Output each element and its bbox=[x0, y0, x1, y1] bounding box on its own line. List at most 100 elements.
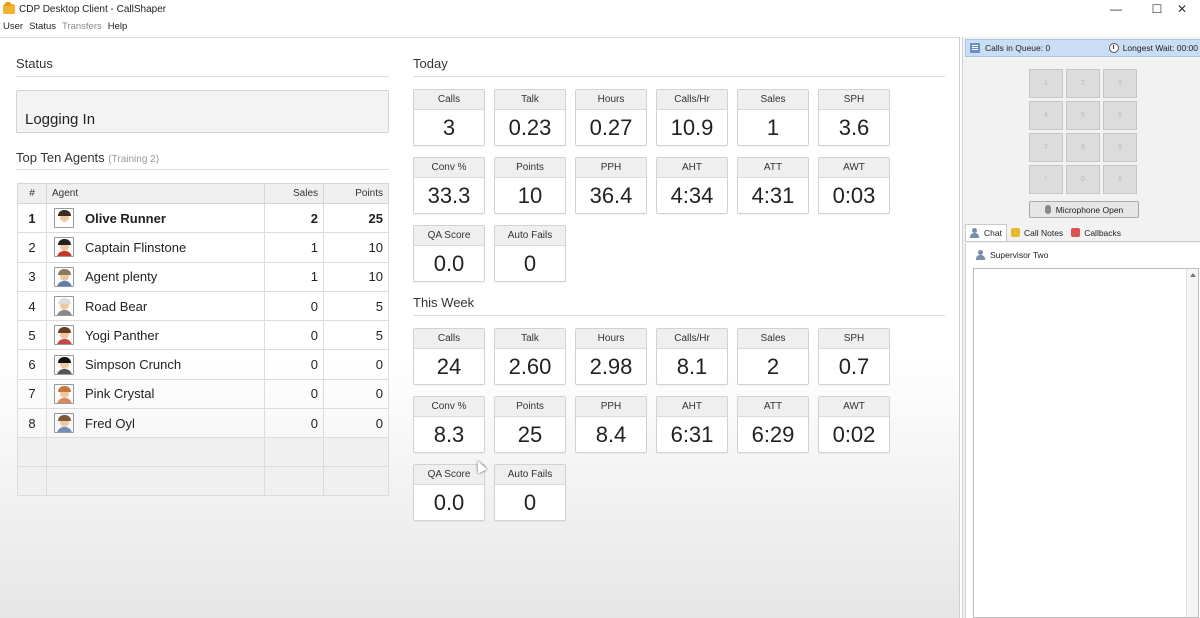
keypad-key[interactable]: 3 bbox=[1103, 69, 1137, 98]
agent-name: Captain Flinstone bbox=[85, 239, 187, 255]
stat-value: 4:31 bbox=[751, 183, 795, 208]
week-stat-aht: AHT 6:31 bbox=[656, 396, 728, 453]
stat-label: Auto Fails bbox=[495, 226, 565, 246]
agent-name: Road Bear bbox=[85, 298, 148, 314]
stat-label: AHT bbox=[657, 397, 727, 417]
today-stat-hours: Hours 0.27 bbox=[575, 89, 647, 146]
table-row[interactable]: 6 Simpson Crunch 0 0 bbox=[17, 349, 389, 380]
today-stat-calls-hr: Calls/Hr 10.9 bbox=[656, 89, 728, 146]
keypad-key[interactable]: 8 bbox=[1066, 133, 1100, 162]
column-sales: Sales bbox=[264, 183, 324, 204]
keypad-key[interactable]: 2 bbox=[1066, 69, 1100, 98]
agent-name: Simpson Crunch bbox=[85, 357, 182, 373]
status-value: Logging In bbox=[25, 111, 96, 128]
keypad-key[interactable]: * bbox=[1029, 165, 1063, 194]
stat-value: 0:03 bbox=[832, 183, 876, 208]
today-stat-awt: AWT 0:03 bbox=[818, 157, 890, 214]
menu-status[interactable]: Status bbox=[29, 20, 56, 32]
menu-help[interactable]: Help bbox=[107, 20, 128, 32]
chat-scrollbar[interactable] bbox=[1186, 269, 1198, 617]
week-stat-pph: PPH 8.4 bbox=[575, 396, 647, 453]
table-row[interactable]: 8 Fred Oyl 0 0 bbox=[17, 408, 389, 439]
stat-value: 6:29 bbox=[751, 422, 795, 447]
agent-points: 10 bbox=[323, 261, 389, 292]
today-stat-att: ATT 4:31 bbox=[737, 157, 809, 214]
keypad-key[interactable]: 1 bbox=[1029, 69, 1063, 98]
app-folder-icon bbox=[3, 2, 15, 14]
agent-name: Yogi Panther bbox=[85, 327, 159, 343]
minimize-button[interactable]: — bbox=[1110, 2, 1122, 16]
clock-icon bbox=[1108, 43, 1119, 53]
agent-cell: Yogi Panther bbox=[46, 320, 265, 351]
table-row[interactable]: 4 Road Bear 0 5 bbox=[17, 290, 389, 322]
stat-value: 0.23 bbox=[508, 115, 552, 140]
status-box: Logging In bbox=[16, 90, 389, 133]
close-button[interactable]: ✕ bbox=[1176, 2, 1188, 16]
stat-value: 25 bbox=[517, 422, 543, 447]
keypad-key[interactable]: 5 bbox=[1066, 101, 1100, 130]
stat-label: Calls bbox=[414, 90, 484, 110]
table-row[interactable]: 2 Captain Flinstone 1 10 bbox=[17, 232, 389, 263]
microphone-icon bbox=[1044, 205, 1051, 214]
keypad-key[interactable]: 0 bbox=[1066, 165, 1100, 194]
week-stat-auto-fails: Auto Fails 0 bbox=[494, 464, 566, 521]
agent-avatar-icon bbox=[54, 208, 74, 229]
tab-call-notes[interactable]: Call Notes bbox=[1007, 224, 1067, 241]
scroll-up-arrow-icon[interactable] bbox=[1190, 273, 1196, 277]
agent-rank: 3 bbox=[17, 261, 47, 292]
microphone-open-button[interactable]: Microphone Open bbox=[1029, 201, 1139, 218]
agent-points: 5 bbox=[323, 290, 389, 322]
stat-label: Sales bbox=[738, 329, 808, 349]
agent-cell: Olive Runner bbox=[46, 202, 265, 234]
stat-value: 0 bbox=[523, 251, 537, 276]
today-stat-talk: Talk 0.23 bbox=[494, 89, 566, 146]
table-row[interactable]: 5 Yogi Panther 0 5 bbox=[17, 320, 389, 351]
stat-label: Calls bbox=[414, 329, 484, 349]
week-stat-talk: Talk 2.60 bbox=[494, 328, 566, 385]
table-row[interactable]: 1 Olive Runner 2 25 bbox=[17, 202, 389, 234]
stat-value: 4:34 bbox=[670, 183, 714, 208]
keypad-key[interactable]: 4 bbox=[1029, 101, 1063, 130]
today-divider bbox=[413, 76, 945, 77]
maximize-button[interactable]: ☐ bbox=[1151, 2, 1163, 16]
tab-chat[interactable]: Chat bbox=[965, 224, 1007, 241]
stat-label: Hours bbox=[576, 90, 646, 110]
menu-transfers: Transfers bbox=[62, 20, 102, 32]
stat-label: Talk bbox=[495, 90, 565, 110]
longest-wait-label: Longest Wait: 00:00 bbox=[1122, 43, 1198, 53]
table-row[interactable]: 7 Pink Crystal 0 0 bbox=[17, 378, 389, 410]
tab-callbacks[interactable]: Callbacks bbox=[1067, 224, 1125, 241]
empty-table-row bbox=[17, 466, 389, 497]
chat-messages[interactable] bbox=[973, 268, 1199, 618]
week-stat-points: Points 25 bbox=[494, 396, 566, 453]
supervisor-icon bbox=[976, 250, 985, 260]
stat-value: 36.4 bbox=[589, 183, 633, 208]
keypad-key[interactable]: # bbox=[1103, 165, 1137, 194]
keypad-key[interactable]: 6 bbox=[1103, 101, 1137, 130]
agent-cell: Simpson Crunch bbox=[46, 349, 265, 380]
top-agents-title: Top Ten Agents bbox=[16, 150, 105, 165]
chat-contact[interactable]: Supervisor Two bbox=[976, 250, 1048, 260]
stat-value: 0.0 bbox=[433, 251, 465, 276]
week-divider bbox=[413, 315, 945, 316]
agent-name: Olive Runner bbox=[85, 210, 166, 226]
menu-user[interactable]: User bbox=[3, 20, 24, 32]
stat-value: 3 bbox=[442, 115, 456, 140]
stat-value: 8.1 bbox=[676, 354, 708, 379]
agent-sales: 0 bbox=[264, 320, 324, 351]
stat-value: 8.4 bbox=[595, 422, 627, 447]
keypad-key[interactable]: 7 bbox=[1029, 133, 1063, 162]
window-title: CDP Desktop Client - CallShaper bbox=[19, 3, 167, 15]
stat-label: PPH bbox=[576, 397, 646, 417]
agent-rank: 4 bbox=[17, 290, 47, 322]
agent-cell: Fred Oyl bbox=[46, 408, 265, 439]
week-stat-calls-hr: Calls/Hr 8.1 bbox=[656, 328, 728, 385]
agent-sales: 0 bbox=[264, 349, 324, 380]
stat-label: Calls/Hr bbox=[657, 329, 727, 349]
queue-icon bbox=[970, 43, 980, 53]
agent-points: 0 bbox=[323, 349, 389, 380]
keypad-key[interactable]: 9 bbox=[1103, 133, 1137, 162]
agent-sales: 0 bbox=[264, 290, 324, 322]
longest-wait: Longest Wait: 00:00 bbox=[1108, 43, 1198, 53]
table-row[interactable]: 3 Agent plenty 1 10 bbox=[17, 261, 389, 292]
